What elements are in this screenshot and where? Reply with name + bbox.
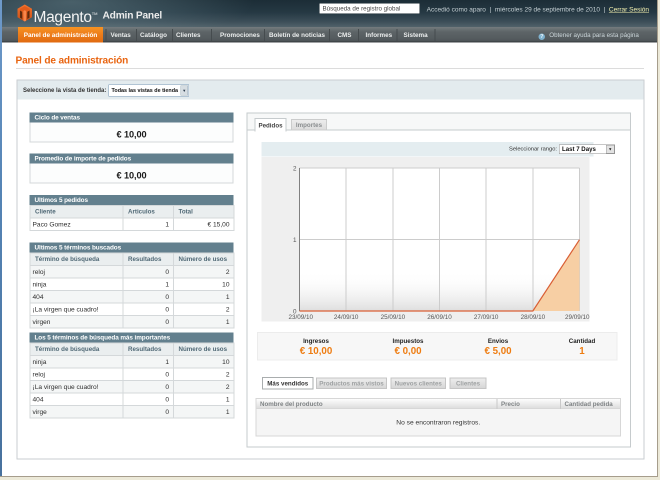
svg-text:29/09/10: 29/09/10 [565, 314, 590, 321]
svg-text:27/09/10: 27/09/10 [474, 314, 499, 321]
svg-text:23/09/10: 23/09/10 [289, 314, 314, 321]
svg-text:25/09/10: 25/09/10 [381, 314, 406, 321]
svg-text:24/09/10: 24/09/10 [334, 314, 359, 321]
svg-text:0: 0 [293, 309, 297, 316]
svg-text:2: 2 [293, 166, 297, 173]
svg-text:1: 1 [293, 237, 297, 244]
svg-text:26/09/10: 26/09/10 [427, 314, 452, 321]
svg-text:28/09/10: 28/09/10 [521, 314, 546, 321]
